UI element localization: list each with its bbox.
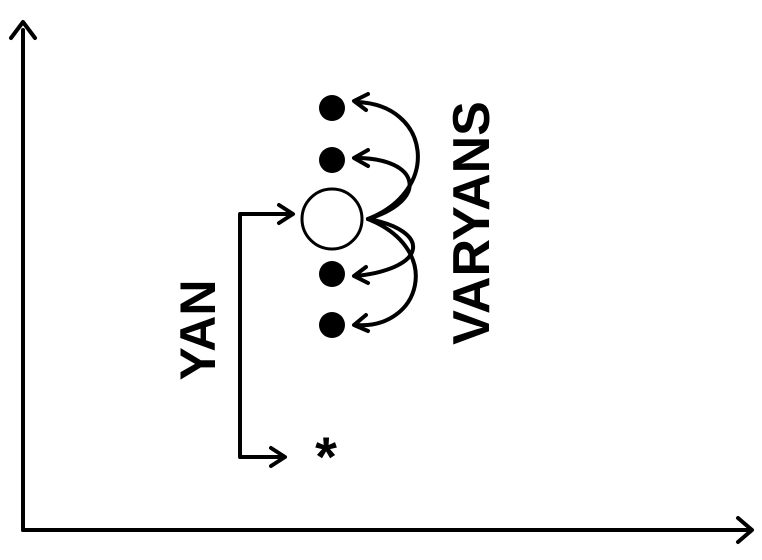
bias-arrowhead-top — [277, 203, 295, 225]
mean-circle — [300, 187, 364, 251]
prediction-point — [319, 312, 345, 338]
prediction-point — [319, 147, 345, 173]
target-marker: * — [315, 425, 337, 488]
bias-bracket-line — [238, 212, 292, 459]
variance-label: VARYANS — [443, 101, 501, 345]
variance-arc — [354, 217, 415, 278]
x-axis-arrowhead — [736, 516, 754, 544]
bias-arrowhead-bottom — [269, 446, 287, 468]
variance-arc — [354, 217, 418, 328]
axes — [9, 20, 754, 544]
variance-arc-arrowhead — [352, 92, 370, 112]
bias-label: YAN — [170, 280, 226, 381]
y-axis-arrowhead — [9, 20, 37, 40]
variance-arc-arrowhead — [352, 148, 370, 168]
variance-arc-arrowhead — [352, 265, 370, 285]
variance-arc — [354, 156, 412, 221]
bias-bracket — [238, 203, 295, 468]
variance-arc — [354, 100, 420, 221]
prediction-point — [319, 95, 345, 121]
variance-arc-arrowhead — [352, 313, 370, 333]
prediction-point — [319, 261, 345, 287]
variance-arrows — [352, 92, 420, 333]
prediction-points — [319, 95, 345, 338]
